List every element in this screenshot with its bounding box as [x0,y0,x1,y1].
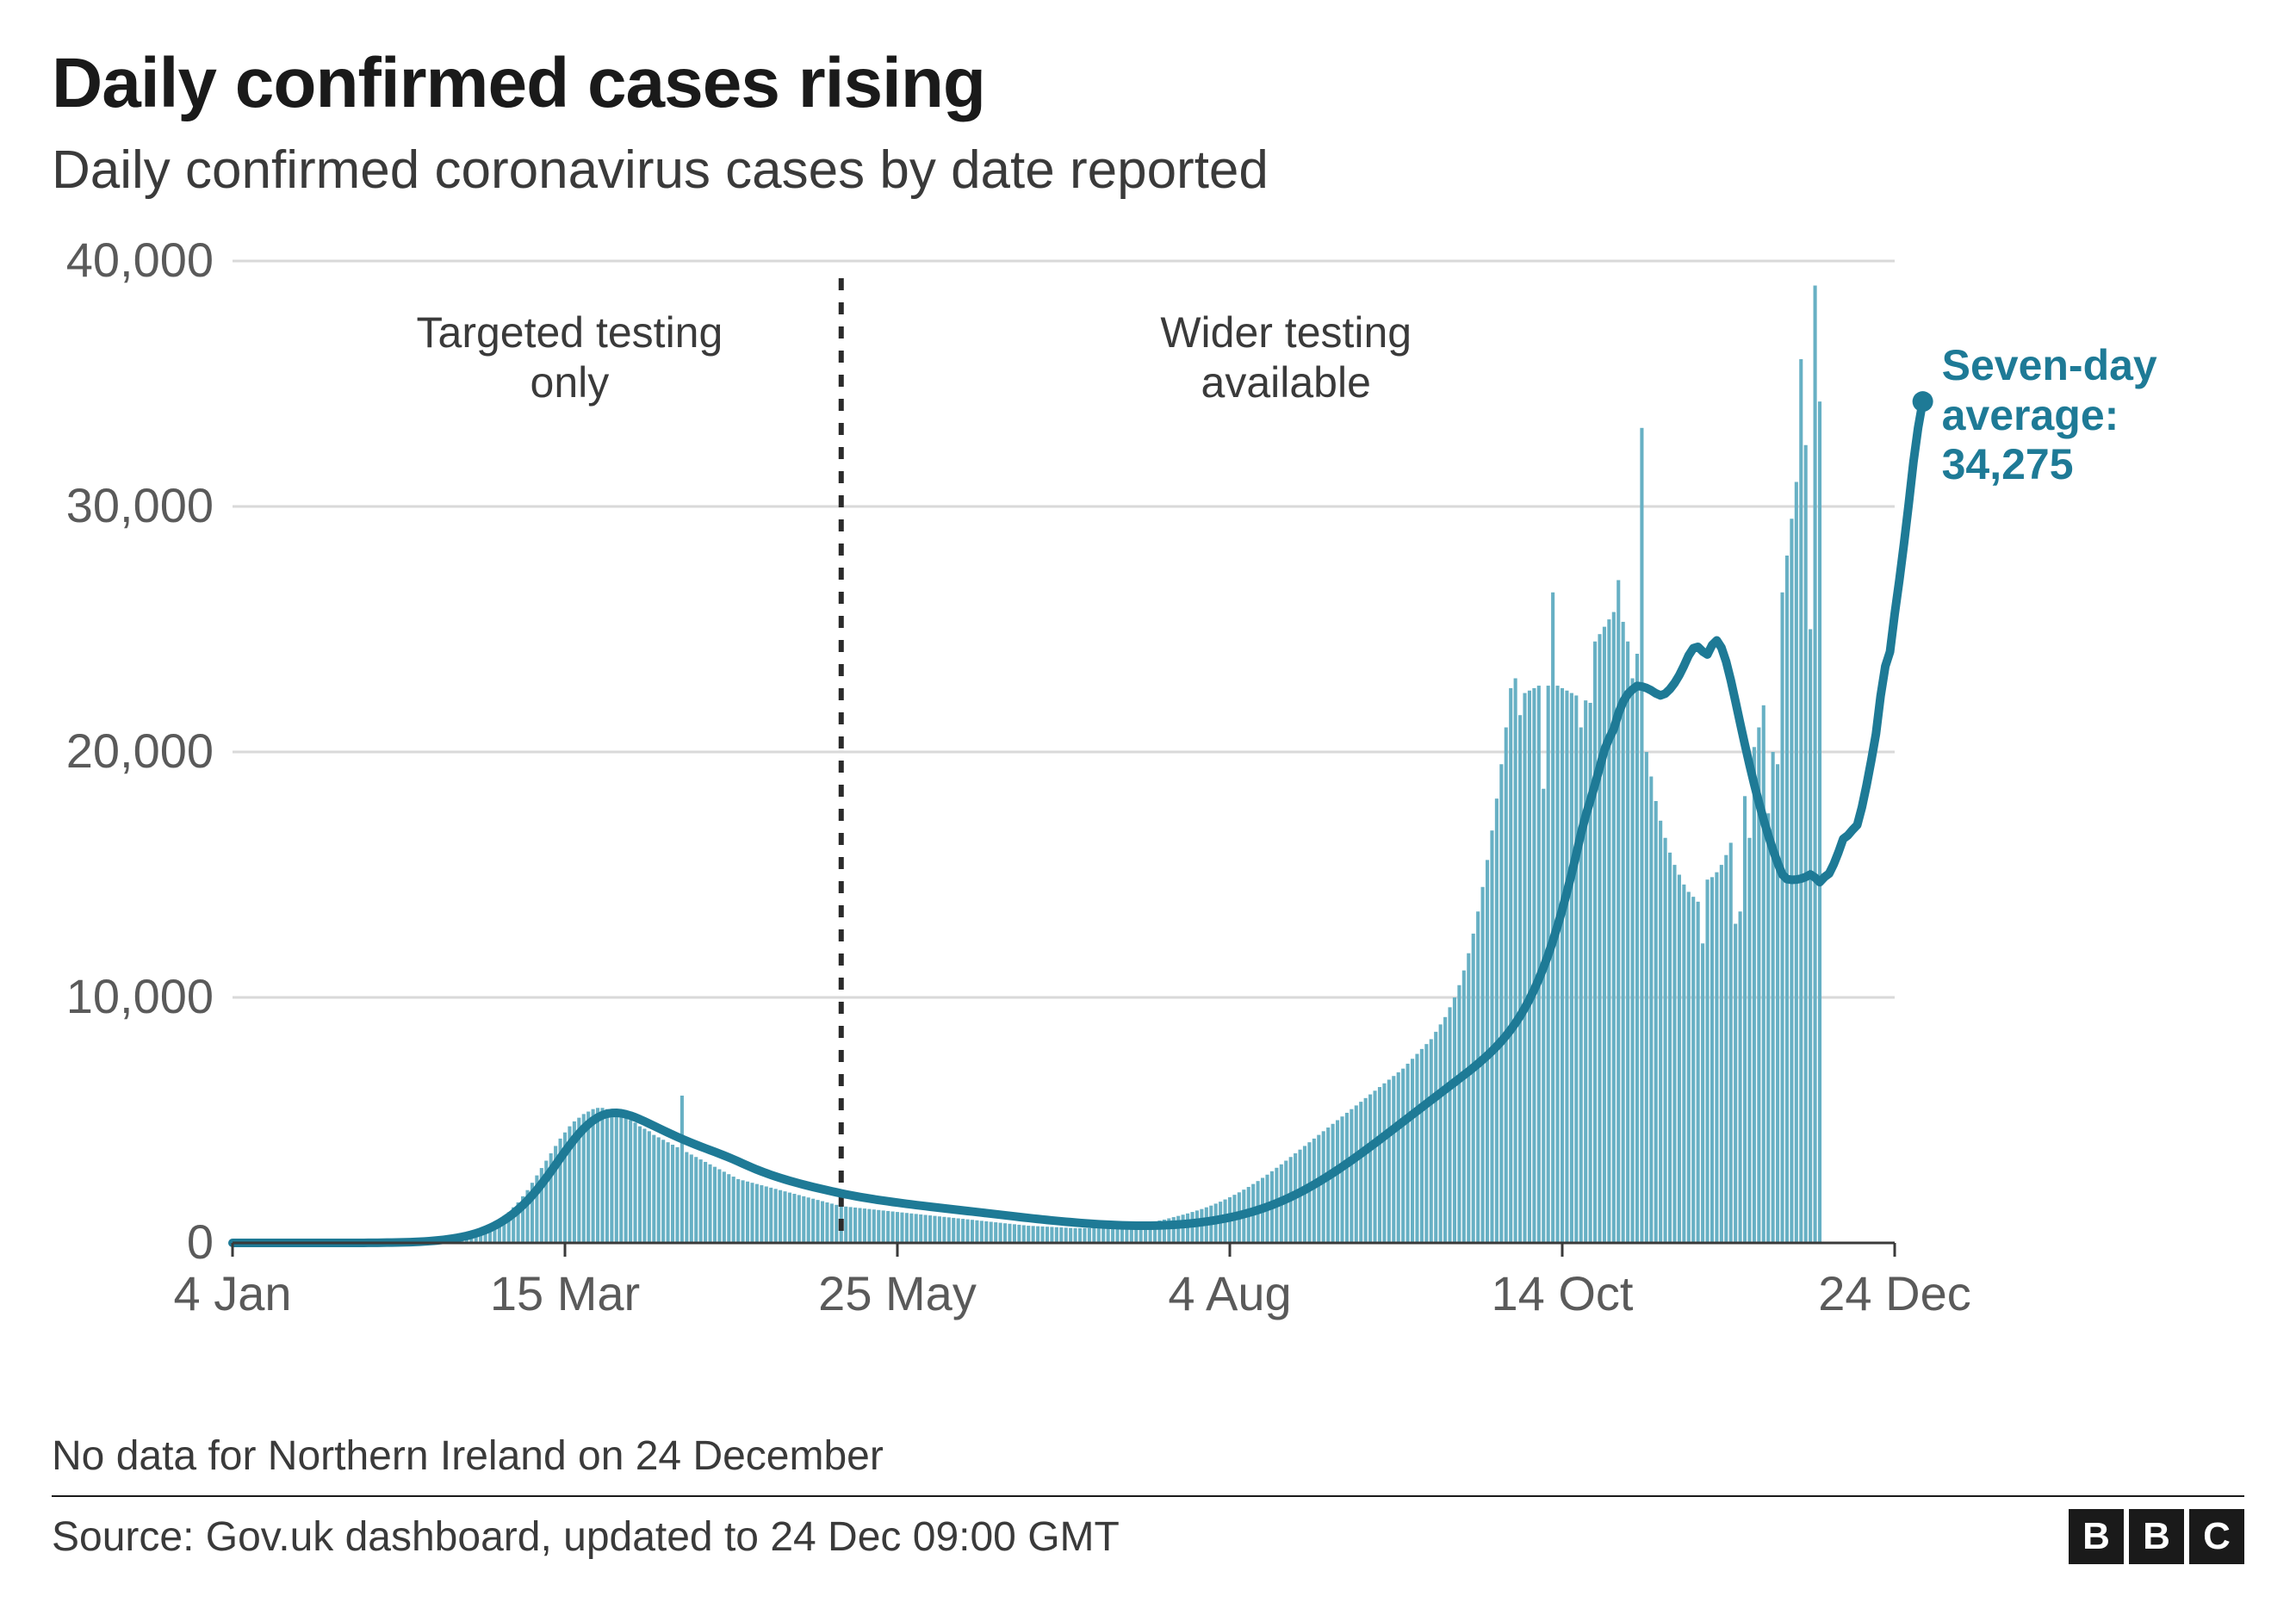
source-text: Source: Gov.uk dashboard, updated to 24 … [52,1513,1120,1561]
bbc-logo-b1: B [2069,1509,2124,1564]
svg-text:15 Mar: 15 Mar [490,1266,640,1320]
svg-text:30,000: 30,000 [66,478,214,532]
chart-area: 0 10,000 20,000 30,000 40,000 4 Jan 15 Mar 25 M… [52,227,2239,1407]
chart-title: Daily confirmed cases rising [52,43,2244,124]
svg-text:4 Aug: 4 Aug [1168,1266,1291,1320]
svg-text:10,000: 10,000 [66,969,214,1023]
svg-text:20,000: 20,000 [66,724,214,778]
seven-day-average-label: Seven-day average: 34,275 [1942,341,2157,490]
svg-text:14 Oct: 14 Oct [1492,1266,1634,1320]
svg-text:0: 0 [187,1214,214,1269]
svg-text:4 Jan: 4 Jan [174,1266,292,1320]
bbc-logo-c: C [2189,1509,2244,1564]
bbc-logo: B B C [2069,1509,2244,1564]
svg-text:25 May: 25 May [818,1266,977,1320]
svg-text:24 Dec: 24 Dec [1818,1266,1970,1320]
svg-text:40,000: 40,000 [66,233,214,287]
annotation-targeted-testing: Targeted testing only [380,308,759,407]
footnote: No data for Northern Ireland on 24 Decem… [52,1432,2244,1497]
chart-subtitle: Daily confirmed coronavirus cases by dat… [52,140,2244,201]
bbc-logo-b2: B [2129,1509,2184,1564]
annotation-wider-testing: Wider testing available [1114,308,1458,407]
